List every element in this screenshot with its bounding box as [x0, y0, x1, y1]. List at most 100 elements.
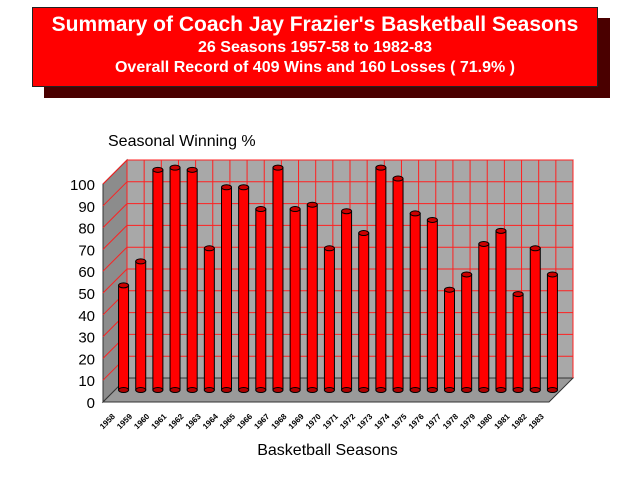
bar-top	[546, 271, 558, 278]
x-axis-title: Basketball Seasons	[257, 442, 398, 459]
bar-1960	[152, 169, 164, 391]
bar-1974	[392, 178, 404, 391]
bar-base	[152, 387, 164, 393]
gridline-side	[102, 181, 128, 207]
bar-base	[375, 387, 387, 393]
bar-base	[512, 387, 524, 393]
x-tick-label: 1978	[441, 412, 460, 431]
bar-base	[255, 387, 267, 393]
x-tick-label: 1975	[390, 412, 409, 431]
bar-1977	[444, 289, 455, 391]
x-tick-label: 1981	[493, 412, 512, 431]
bar-top	[135, 258, 147, 265]
bar-top	[495, 227, 507, 234]
x-tick-label: 1968	[270, 412, 289, 431]
bar-1971	[341, 210, 353, 391]
bar-1959	[135, 260, 147, 391]
bar-base	[358, 387, 370, 393]
bar-base	[186, 387, 198, 393]
bar-1965	[238, 186, 250, 391]
bar-base	[409, 387, 421, 393]
bar-top	[375, 164, 387, 171]
x-tick-label: 1979	[458, 412, 477, 431]
bar-base	[546, 387, 558, 393]
bar-top	[512, 291, 524, 298]
bar-top	[341, 208, 353, 215]
x-tick-label: 1980	[475, 412, 494, 431]
bar-base	[426, 387, 438, 393]
y-tick-label: 70	[78, 242, 95, 259]
x-tick-label: 1971	[321, 412, 340, 431]
bar-base	[495, 387, 507, 393]
bar-top	[323, 245, 335, 252]
bar-1979	[478, 243, 490, 391]
bar-top	[221, 184, 232, 191]
bar-base	[392, 387, 404, 393]
bar-base	[272, 387, 284, 393]
y-tick-label: 60	[78, 264, 95, 281]
bar-base	[238, 387, 250, 393]
bar-1964	[221, 186, 232, 391]
bar-1967	[272, 167, 284, 391]
bar-top	[392, 175, 404, 182]
x-tick-label: 1970	[304, 412, 323, 431]
bar-top	[461, 271, 473, 278]
bar-base	[221, 387, 232, 393]
bar-top	[169, 164, 181, 171]
y-tick-label: 10	[78, 373, 95, 390]
gridline-side	[102, 159, 128, 185]
bar-base	[478, 387, 490, 393]
bar-1981	[512, 293, 524, 391]
bar-1972	[358, 232, 370, 391]
bar-1969	[306, 204, 318, 391]
x-tick-label: 1961	[150, 412, 169, 431]
chart-title: Summary of Coach Jay Frazier's Basketbal…	[51, 13, 579, 36]
y-tick-label: 0	[87, 395, 95, 412]
gridline-side	[102, 225, 128, 250]
gridline-side	[102, 203, 128, 228]
bar-base	[341, 387, 353, 393]
x-tick-label: 1969	[287, 412, 306, 431]
bar-base	[169, 387, 181, 393]
bar-base	[289, 387, 301, 393]
x-tick-label: 1972	[338, 412, 357, 431]
bar-top	[478, 240, 490, 247]
bar-top	[358, 230, 370, 237]
bar-top	[255, 206, 267, 213]
gridline-side	[102, 268, 128, 294]
bar-1970	[323, 247, 335, 391]
x-tick-label: 1966	[235, 412, 254, 431]
x-tick-label: 1967	[252, 412, 271, 431]
bar-1966	[255, 208, 267, 391]
bar-base	[306, 387, 318, 393]
x-tick-label: 1982	[510, 412, 529, 431]
bar-1958	[118, 284, 130, 391]
bar-base	[323, 387, 335, 393]
bar-top	[272, 164, 284, 171]
x-tick-label: 1960	[132, 412, 151, 431]
bar-base	[135, 387, 147, 393]
x-tick-label: 1973	[355, 412, 374, 431]
x-tick-label: 1958	[98, 412, 117, 431]
bar-top	[203, 245, 215, 252]
title-banner: Summary of Coach Jay Frazier's Basketbal…	[32, 7, 598, 87]
bar-1973	[375, 167, 387, 391]
x-tick-label: 1959	[115, 412, 134, 431]
bar-top	[426, 216, 438, 223]
bar-1968	[289, 208, 301, 391]
y-tick-label: 50	[78, 286, 95, 303]
x-tick-label: 1976	[407, 412, 426, 431]
bar-1963	[203, 247, 215, 391]
bar-top	[152, 166, 164, 173]
y-tick-label: 90	[78, 199, 95, 216]
bar-top	[444, 286, 455, 293]
y-axis-title: Seasonal Winning %	[108, 133, 256, 150]
bar-top	[529, 245, 541, 252]
bar-base	[203, 387, 215, 393]
overall-record: Overall Record of 409 Wins and 160 Losse…	[114, 59, 515, 76]
bar-1976	[426, 219, 438, 391]
y-tick-label: 80	[78, 221, 95, 238]
y-tick-label: 20	[78, 351, 95, 368]
seasons-subtitle: 26 Seasons 1957-58 to 1982-83	[198, 39, 432, 56]
